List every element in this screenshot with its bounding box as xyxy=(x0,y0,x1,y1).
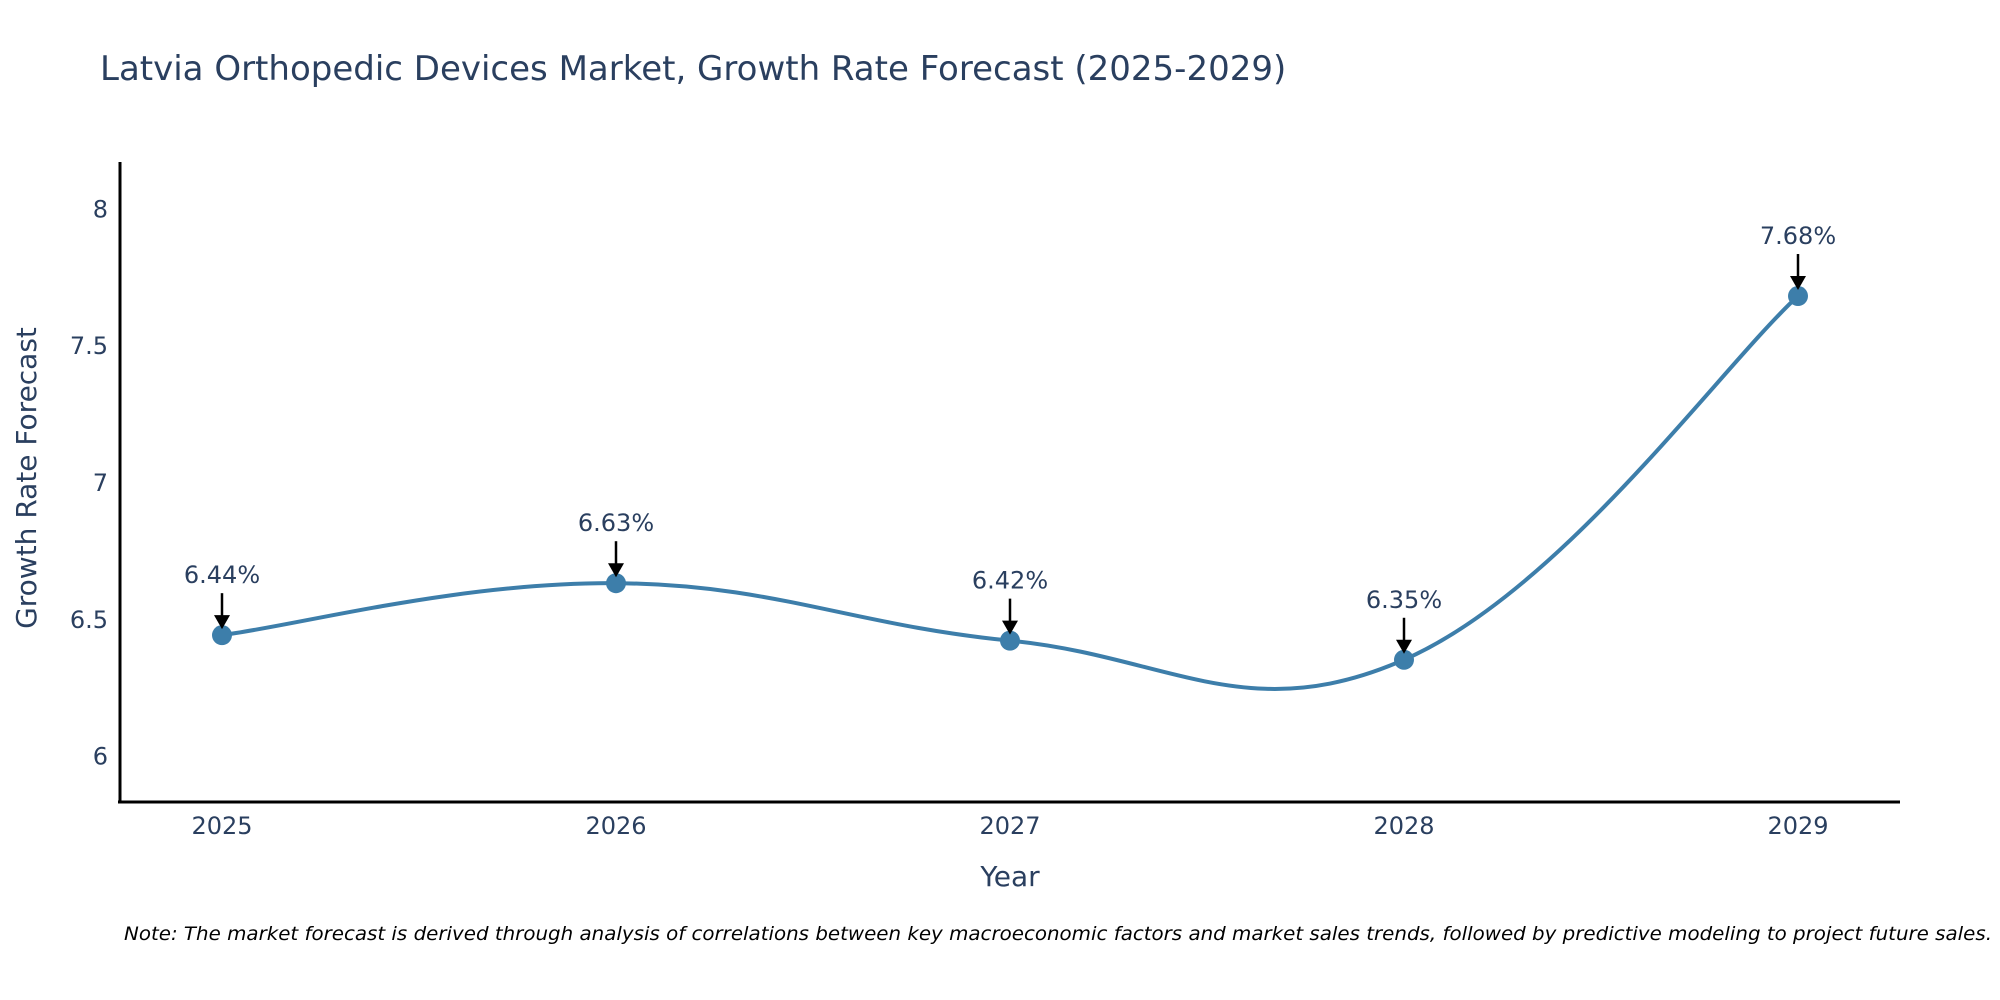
data-point xyxy=(1394,649,1414,670)
series-markers xyxy=(212,286,1808,670)
y-tick-label: 6.5 xyxy=(70,606,108,634)
x-tick-label: 2026 xyxy=(585,812,646,840)
annotation-arrowhead xyxy=(608,563,624,578)
data-label: 6.63% xyxy=(578,509,654,537)
y-tick-label: 6 xyxy=(93,743,108,771)
data-point xyxy=(1000,630,1020,651)
y-tick-label: 7.5 xyxy=(70,332,108,360)
data-point xyxy=(606,573,626,594)
data-label: 6.44% xyxy=(184,561,260,589)
y-tick-labels: 6 6.5 7 7.5 8 xyxy=(70,195,108,770)
x-tick-labels: 2025 2026 2027 2028 2029 xyxy=(191,812,1828,840)
footnote: Note: The market forecast is derived thr… xyxy=(124,923,1992,945)
annotation-arrowhead xyxy=(1002,620,1018,635)
chart-title: Latvia Orthopedic Devices Market, Growth… xyxy=(100,49,1286,89)
data-label-annotations: 6.44% 6.63% 6.42% 6.35% 7.68% xyxy=(184,222,1836,654)
series-line xyxy=(221,294,1800,691)
data-label: 6.35% xyxy=(1366,586,1442,614)
annotation-arrowhead xyxy=(214,615,230,630)
plot-area: 6 6.5 7 7.5 8 2025 2026 2027 2028 2029 6.44% 6.63… xyxy=(70,162,1900,840)
data-point xyxy=(1788,286,1808,307)
annotation-arrowhead xyxy=(1790,276,1806,291)
y-axis-title: Growth Rate Forecast xyxy=(10,327,43,629)
x-axis-title: Year xyxy=(979,860,1040,893)
x-tick-label: 2027 xyxy=(979,812,1040,840)
data-label: 7.68% xyxy=(1760,222,1836,250)
data-point xyxy=(212,625,232,646)
annotation-arrowhead xyxy=(1396,639,1412,654)
y-tick-label: 8 xyxy=(93,195,108,223)
x-tick-label: 2029 xyxy=(1767,812,1828,840)
x-tick-label: 2028 xyxy=(1373,812,1434,840)
y-tick-label: 7 xyxy=(93,469,108,497)
data-label: 6.42% xyxy=(972,567,1048,595)
x-tick-label: 2025 xyxy=(191,812,252,840)
